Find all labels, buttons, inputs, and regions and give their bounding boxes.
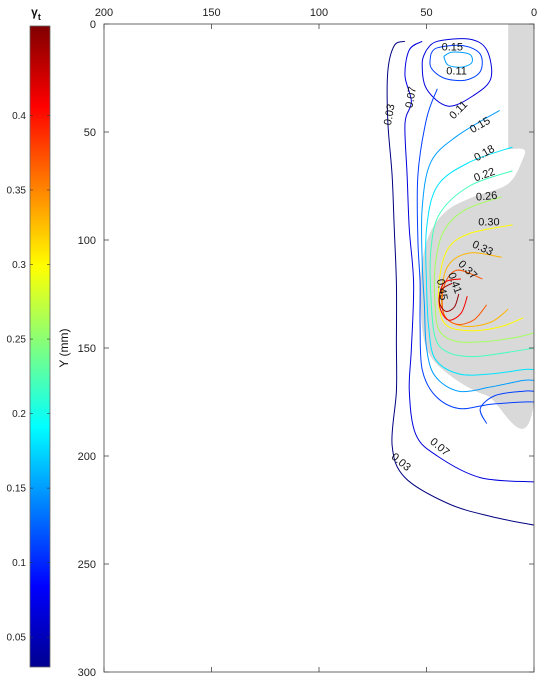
- contour-line: [429, 44, 483, 82]
- contour-label: 0.03: [389, 451, 413, 474]
- contour-label: 0.11: [446, 65, 467, 77]
- x-tick-label: 150: [202, 7, 220, 19]
- contour-line: [429, 170, 534, 358]
- contour-lines-layer: [386, 38, 534, 526]
- x-tick-label: 50: [420, 7, 432, 19]
- colorbar-tick-label: 0.15: [7, 484, 27, 495]
- colorbar: γt 0.05 0.1 0.15 0.2 0.25 0.3 0.35 0.4: [7, 5, 51, 668]
- x-tick-label: 0: [531, 7, 537, 19]
- contour-label: 0.45: [434, 278, 450, 301]
- y-tick-label: 100: [78, 235, 96, 247]
- plot-area: 0.030.070.150.110.110.150.180.220.260.30…: [57, 7, 537, 679]
- colorbar-tick-label: 0.05: [7, 633, 27, 644]
- contour-line: [420, 109, 534, 393]
- contour-label: 0.30: [478, 217, 499, 229]
- colorbar-tick-label: 0.4: [12, 111, 26, 122]
- colorbar-gradient: [29, 25, 51, 668]
- colorbar-tick-label: 0.35: [7, 185, 27, 196]
- y-tick-label: 200: [78, 451, 96, 463]
- contour-line: [438, 278, 468, 321]
- contour-label: 0.07: [427, 436, 451, 459]
- colorbar-title-sub: t: [38, 12, 41, 22]
- contour-line: [437, 224, 524, 332]
- colorbar-tick-label: 0.1: [12, 558, 26, 569]
- contour-label: 0.26: [475, 190, 497, 204]
- contour-line: [404, 40, 534, 483]
- colorbar-ticks: 0.05 0.1 0.15 0.2 0.25 0.3 0.35 0.4: [7, 111, 50, 644]
- y-tick-label: 50: [84, 127, 96, 139]
- contour-line: [416, 88, 534, 410]
- contour-line: [443, 51, 473, 68]
- contour-line: [479, 390, 534, 424]
- x-tick-label: 100: [310, 7, 328, 19]
- contour-line: [433, 196, 534, 343]
- colorbar-title: γt: [31, 5, 41, 22]
- x-tick-label: 200: [95, 7, 113, 19]
- colorbar-tick-label: 0.3: [12, 260, 26, 271]
- contour-line: [441, 269, 488, 325]
- contour-label: 0.07: [404, 86, 420, 109]
- axes-layer: 200 150 100 50 0 0 50 100 150 200 250 300: [78, 7, 537, 679]
- shaded-region-layer: [419, 24, 534, 429]
- contour-label: 0.03: [382, 103, 398, 126]
- y-tick-label: 150: [78, 343, 96, 355]
- contour-line: [386, 40, 534, 526]
- contour-label: 0.18: [472, 143, 497, 164]
- colorbar-tick-label: 0.25: [7, 335, 27, 346]
- y-tick-label: 300: [78, 667, 96, 679]
- colorbar-title-main: γ: [31, 5, 38, 19]
- contour-line: [438, 282, 460, 312]
- y-axis-title: Y (mm): [57, 328, 71, 367]
- shaded-region: [419, 24, 534, 429]
- y-tick-label: 0: [90, 19, 96, 31]
- contour-label: 0.15: [468, 115, 493, 136]
- contour-label: 0.11: [447, 99, 470, 122]
- contour-line: [425, 146, 534, 376]
- colorbar-tick-label: 0.2: [12, 409, 26, 420]
- contour-line: [421, 38, 493, 107]
- contour-label: 0.22: [472, 166, 496, 185]
- contour-label: 0.15: [442, 42, 463, 54]
- y-tick-label: 250: [78, 559, 96, 571]
